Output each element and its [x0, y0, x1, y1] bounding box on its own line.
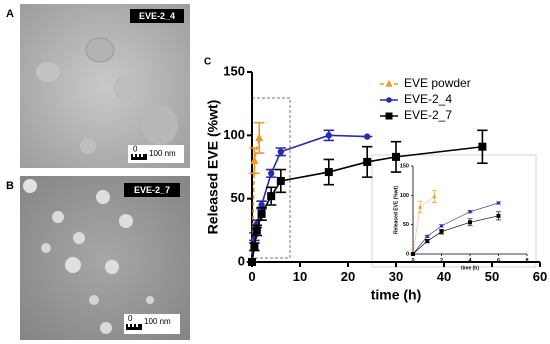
scale-zero: 0: [128, 314, 133, 323]
marker: [252, 226, 261, 235]
y-tick-label: 50: [403, 222, 409, 228]
marker: [268, 170, 275, 177]
marker: [439, 229, 444, 234]
scale-text: 100 nm: [149, 149, 176, 158]
x-tick-label: 8: [525, 258, 528, 264]
marker: [468, 220, 472, 225]
x-tick-label: 0: [411, 258, 414, 264]
marker: [257, 209, 266, 218]
y-tick-label: 100: [223, 127, 245, 142]
x-tick-label: 4: [468, 258, 472, 264]
marker: [255, 133, 264, 142]
x-tick-label: 30: [389, 269, 403, 284]
scale-text: 100 nm: [144, 317, 171, 326]
x-tick-label: 2: [440, 258, 443, 264]
x-axis-label: time (h): [461, 265, 479, 271]
x-tick-label: 60: [533, 269, 547, 284]
image-tag: EVE-2_7: [134, 185, 170, 195]
x-tick-label: 0: [248, 269, 255, 284]
x-tick-label: 40: [437, 269, 451, 284]
y-axis-label: Released EVE (%wt): [205, 100, 221, 235]
y-tick-label: 0: [406, 251, 409, 257]
panel-label: B: [6, 180, 14, 192]
marker: [324, 168, 333, 177]
y-tick-label: 50: [231, 190, 245, 205]
marker: [325, 132, 332, 139]
marker: [418, 204, 423, 209]
panel-label: A: [6, 8, 14, 20]
tem-image-b: EVE-2_7 0 100 nm: [20, 176, 190, 340]
x-tick-label: 6: [497, 258, 500, 264]
legend-marker: [385, 112, 393, 120]
marker: [277, 148, 284, 155]
x-tick-label: 10: [293, 269, 307, 284]
x-tick-label: 50: [485, 269, 499, 284]
panel-label: C: [204, 57, 211, 68]
marker: [478, 142, 487, 151]
marker: [432, 194, 437, 199]
legend-label: EVE-2_4: [404, 92, 452, 106]
y-tick-label: 150: [400, 163, 409, 169]
marker: [258, 201, 265, 209]
marker: [250, 155, 259, 164]
legend-marker: [386, 97, 392, 103]
x-tick-label: 20: [341, 269, 355, 284]
series-line: [251, 145, 483, 263]
marker: [468, 210, 472, 214]
scale-zero: 0: [133, 145, 138, 154]
legend-label: EVE-2_7: [404, 108, 452, 122]
inset-frame: [371, 154, 537, 268]
marker: [392, 152, 400, 161]
y-tick-label: 150: [223, 63, 245, 78]
legend-label: EVE powder: [404, 76, 471, 90]
marker: [248, 258, 256, 266]
marker: [411, 252, 415, 256]
x-axis-label: time (h): [371, 286, 422, 302]
marker: [496, 201, 501, 205]
image-tag: EVE-2_4: [139, 11, 175, 21]
marker: [363, 157, 372, 166]
y-tick-label: 0: [238, 253, 245, 268]
marker: [267, 192, 276, 201]
series-line: [412, 196, 435, 255]
marker: [425, 239, 430, 244]
marker: [496, 213, 501, 218]
y-tick-label: 100: [400, 193, 409, 199]
marker: [439, 224, 444, 228]
tem-image-a: EVE-2_4 0 100 nm: [20, 4, 190, 168]
marker: [425, 234, 429, 238]
marker: [364, 133, 371, 140]
legend-marker: [385, 79, 393, 87]
y-axis-label: Released EVE (%wt): [393, 186, 399, 234]
marker: [250, 242, 259, 251]
marker: [276, 176, 285, 185]
